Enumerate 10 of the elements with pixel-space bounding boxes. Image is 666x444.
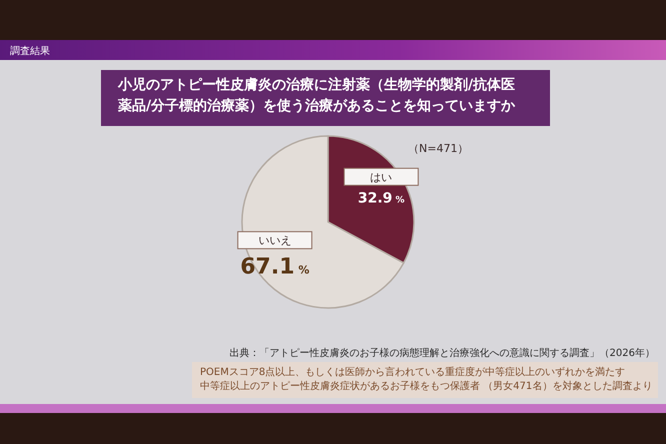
slice-label: はい (370, 170, 392, 184)
chart-title: 小児のアトピー性皮膚炎の治療に注射薬（生物学的製剤/抗体医薬品/分子標的治療薬）を使う治療があることを知っていますか (117, 76, 516, 114)
slice-label: いいえ (258, 234, 292, 248)
text: 調査結果 (10, 45, 50, 57)
source-note: 出典：「アトピー性皮膚炎のお子様の病態理解と治療強化への意識に関する調査」（2026年） (230, 347, 655, 359)
data-label: 67.1 % (240, 254, 310, 280)
data-label: 32.9 % (358, 190, 405, 206)
text: （N=471） (408, 142, 468, 155)
text: 中等症以上のアトピー性皮膚炎症状があるお子様をもつ保護者 （男女471名）を対象とした調査より (200, 380, 652, 392)
text: POEMスコア8点以上、もしくは医師から言われている重症度が中等症以上のいずれかを満たす (200, 366, 626, 378)
